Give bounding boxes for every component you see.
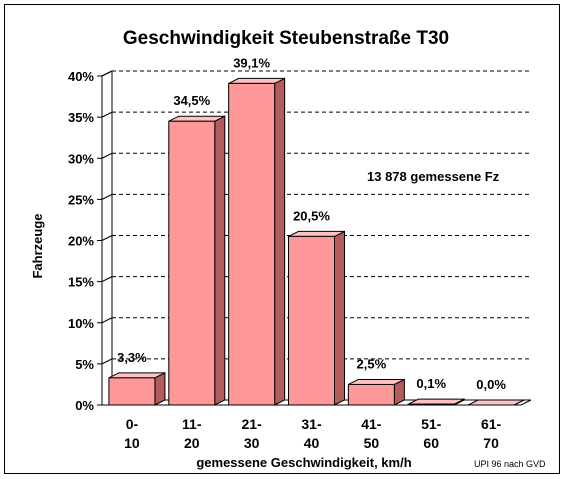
gridline-depth bbox=[101, 317, 113, 324]
x-tick-label: 51-60 bbox=[421, 416, 442, 451]
bar-side bbox=[154, 372, 166, 406]
y-tick-label: 5% bbox=[75, 357, 94, 372]
bar-top bbox=[288, 230, 345, 237]
bar-top bbox=[467, 399, 525, 406]
x-tick-label-line: 20 bbox=[184, 435, 200, 451]
bar-top bbox=[348, 378, 405, 385]
x-tick-label-line: 0- bbox=[126, 416, 139, 432]
speed-distribution-chart: Geschwindigkeit Steubenstraße T30 0% 5% 10… bbox=[30, 28, 546, 470]
x-tick-label-line: 61- bbox=[481, 416, 502, 432]
y-axis-top-depth bbox=[101, 70, 113, 77]
x-tick-label-line: 21- bbox=[242, 416, 263, 432]
x-tick-label: 41-50 bbox=[361, 416, 382, 451]
bar-front bbox=[407, 403, 455, 406]
bar-top bbox=[407, 398, 465, 405]
y-axis: 0% 5% 10% 15% 20% 25% 30% 35% 40% bbox=[68, 69, 113, 413]
bar-top bbox=[108, 372, 166, 379]
y-tick-label: 10% bbox=[68, 316, 94, 331]
x-tick-label-line: 41- bbox=[361, 416, 382, 432]
y-tick-label: 0% bbox=[75, 398, 94, 413]
gridline-depth bbox=[101, 152, 113, 159]
bar-front bbox=[347, 383, 395, 406]
x-tick-label-line: 30 bbox=[244, 435, 260, 451]
gridline-depth bbox=[101, 276, 113, 283]
bar bbox=[288, 230, 345, 406]
bar-value-label: 20,5% bbox=[293, 208, 330, 223]
x-tick-label-line: 60 bbox=[423, 435, 439, 451]
x-tick-label: 0-10 bbox=[124, 416, 140, 451]
x-tick-label-line: 11- bbox=[182, 416, 202, 432]
sample-size-annotation: 13 878 gemessene Fz bbox=[367, 169, 500, 184]
x-tick-label-line: 70 bbox=[483, 435, 499, 451]
y-tick-label: 15% bbox=[68, 275, 94, 290]
x-tick-label-line: 31- bbox=[301, 416, 322, 432]
x-tick-label: 21-30 bbox=[242, 416, 263, 451]
y-tick-label: 20% bbox=[68, 234, 94, 249]
bar-front bbox=[288, 235, 335, 406]
bar-front bbox=[228, 82, 276, 406]
x-tick-label: 31-40 bbox=[301, 416, 322, 451]
bars: 3,3% 34,5% 39,1% 20,5% 2,5% 0,1% 0,0% bbox=[108, 55, 525, 406]
gridline-depth bbox=[101, 358, 113, 365]
bar-value-label: 3,3% bbox=[117, 350, 147, 365]
x-tick-label: 11-20 bbox=[182, 416, 202, 451]
x-tick-label: 61-70 bbox=[481, 416, 502, 451]
x-tick-label-line: 50 bbox=[364, 435, 380, 451]
bar-value-label: 0,1% bbox=[416, 376, 446, 391]
x-tick-label-line: 51- bbox=[421, 416, 442, 432]
x-tick-label-line: 10 bbox=[124, 435, 140, 451]
bar-value-label: 34,5% bbox=[173, 93, 210, 108]
floor-right-edge bbox=[520, 399, 532, 406]
x-tick-label-line: 40 bbox=[304, 435, 320, 451]
bar-front bbox=[168, 120, 216, 406]
y-tick-label: 40% bbox=[68, 69, 94, 84]
y-tick-label: 25% bbox=[68, 192, 94, 207]
bar bbox=[168, 115, 226, 406]
bar-top bbox=[228, 77, 285, 84]
y-axis-label: Fahrzeuge bbox=[30, 213, 45, 278]
bar-value-label: 2,5% bbox=[357, 356, 387, 371]
y-tick-label: 35% bbox=[68, 110, 94, 125]
bar bbox=[467, 399, 525, 406]
bar-side bbox=[334, 230, 345, 406]
bar-front bbox=[108, 377, 156, 406]
bar bbox=[228, 77, 286, 406]
bar bbox=[108, 372, 166, 406]
bar-side bbox=[214, 115, 226, 406]
chart-frame: Geschwindigkeit Steubenstraße T30 0% 5% 10… bbox=[4, 4, 560, 474]
bar-side bbox=[274, 77, 286, 406]
bar bbox=[347, 378, 405, 406]
bar bbox=[407, 398, 465, 406]
bar-value-label: 0,0% bbox=[476, 377, 506, 392]
bar-value-label: 39,1% bbox=[233, 55, 270, 70]
gridline-depth bbox=[101, 193, 113, 200]
y-tick-label: 30% bbox=[68, 151, 94, 166]
chart-title: Geschwindigkeit Steubenstraße T30 bbox=[123, 28, 449, 49]
gridline-depth bbox=[101, 111, 113, 118]
gridline-depth bbox=[101, 235, 113, 241]
x-axis-label: gemessene Geschwindigkeit, km/h bbox=[196, 455, 411, 470]
source-note: UPI 96 nach GVD bbox=[474, 459, 546, 469]
bar-top bbox=[168, 115, 226, 122]
